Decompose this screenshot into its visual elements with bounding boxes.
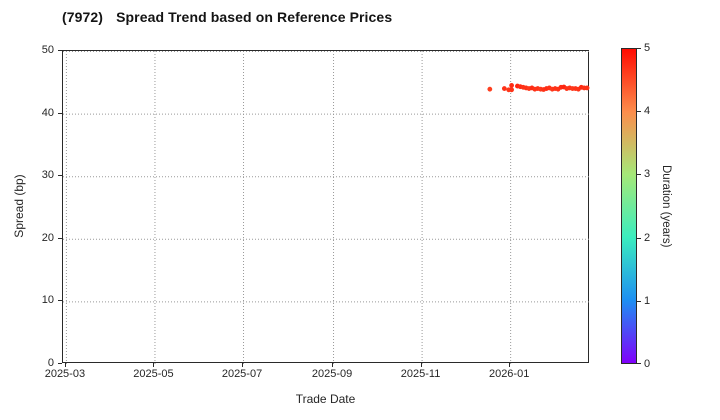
x-tick-label: 2025-09 — [311, 368, 353, 380]
chart-title-text: Spread Trend based on Reference Prices — [116, 9, 393, 25]
y-tick-label: 10 — [41, 294, 54, 307]
x-tick-mark — [242, 363, 244, 367]
colorbar-tick-mark — [637, 174, 641, 176]
y-tick-label: 50 — [41, 44, 54, 56]
chart-title: (7972) Spread Trend based on Reference Pr… — [62, 9, 392, 25]
x-tick-label: 2026-01 — [488, 368, 530, 380]
x-tick-mark — [64, 363, 66, 367]
x-tick-label: 2025-05 — [133, 368, 174, 380]
data-point — [501, 86, 507, 91]
y-tick-mark — [58, 50, 62, 51]
y-tick-label: 40 — [41, 106, 54, 119]
y-tick-mark — [58, 112, 62, 114]
colorbar-tick-label: 2 — [644, 231, 651, 244]
x-tick-label: 2025-03 — [44, 368, 86, 380]
y-tick-mark — [58, 300, 62, 302]
colorbar-tick-mark — [637, 363, 641, 364]
y-tick-mark — [58, 363, 62, 364]
x-tick-mark — [420, 363, 422, 367]
ticker-code: (7972) — [62, 9, 104, 25]
y-tick-mark — [58, 175, 62, 177]
colorbar-tick-label: 0 — [644, 358, 651, 370]
x-tick-mark — [332, 363, 334, 367]
colorbar-tick-mark — [637, 111, 641, 113]
y-tick-label: 0 — [47, 357, 54, 369]
colorbar-tick-label: 5 — [644, 42, 651, 54]
y-tick-label: 20 — [41, 231, 54, 244]
colorbar-tick-mark — [637, 237, 641, 239]
y-tick-label: 30 — [41, 169, 54, 182]
data-point — [584, 85, 590, 91]
colorbar-tick-label: 3 — [644, 168, 651, 181]
x-tick-label: 2025-07 — [221, 368, 263, 380]
x-axis-label: Trade Date — [295, 392, 356, 406]
x-tick-mark — [153, 363, 155, 367]
colorbar — [621, 48, 637, 364]
data-point — [509, 87, 515, 93]
colorbar-label: Duration (years) — [660, 164, 672, 248]
data-point — [487, 86, 493, 92]
plot-canvas — [63, 51, 590, 364]
colorbar-tick-label: 1 — [644, 294, 651, 307]
colorbar-tick-mark — [637, 48, 641, 49]
x-tick-mark — [509, 363, 511, 367]
x-tick-label: 2025-11 — [400, 368, 441, 380]
colorbar-tick-label: 4 — [644, 105, 651, 118]
colorbar-tick-mark — [637, 300, 641, 302]
y-tick-mark — [58, 237, 62, 239]
plot-area — [62, 50, 590, 364]
y-axis-label: Spread (bp) — [12, 174, 26, 238]
data-point — [509, 83, 515, 88]
